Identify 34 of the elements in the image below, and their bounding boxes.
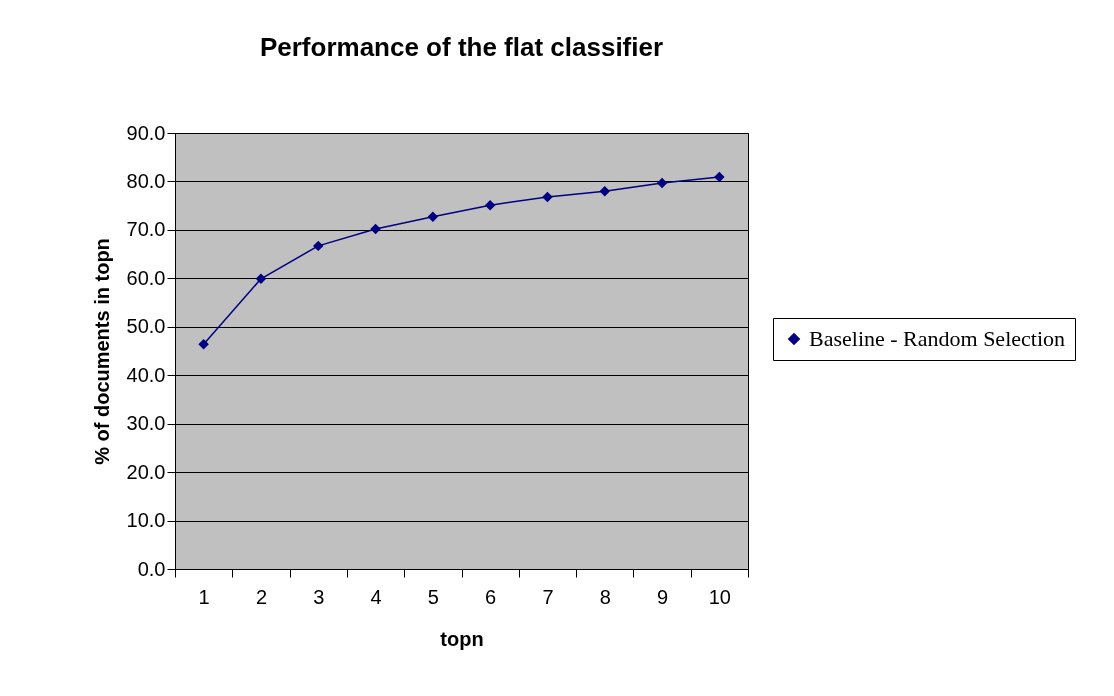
x-tick-label: 4	[370, 585, 382, 608]
y-tick-label: 70.0	[126, 218, 166, 241]
x-axis-title: topn	[440, 627, 484, 650]
y-tick-label: 90.0	[126, 121, 166, 144]
x-tick-label: 3	[313, 585, 325, 608]
legend-label: Baseline - Random Selection	[809, 326, 1065, 351]
x-tick-label: 7	[542, 585, 554, 608]
x-tick-label: 2	[255, 585, 268, 608]
y-tick-label: 60.0	[126, 266, 166, 289]
y-tick-label: 40.0	[126, 363, 166, 386]
point	[599, 185, 610, 197]
x-tick-label: 5	[427, 585, 439, 608]
y-tick-label: 0.0	[137, 557, 166, 580]
x-tick-label: 6	[485, 585, 497, 608]
chart-title: Performance of the flat classifier	[259, 32, 664, 62]
x-tick-label: 8	[599, 585, 611, 608]
point	[542, 191, 553, 203]
point	[484, 199, 496, 211]
y-axis-title: % of documents in topn	[90, 238, 113, 465]
point	[255, 273, 267, 285]
point	[313, 240, 324, 252]
x-tick-label: 10	[708, 585, 731, 608]
x-tick-label: 9	[656, 585, 669, 608]
y-tick-label: 10.0	[126, 509, 166, 532]
point	[656, 177, 668, 189]
y-tick-label: 20.0	[126, 460, 166, 483]
y-tick-label: 80.0	[126, 169, 166, 192]
point	[714, 171, 725, 183]
y-tick-label: 30.0	[126, 412, 166, 435]
point	[198, 338, 209, 350]
y-tick-label: 50.0	[126, 315, 166, 338]
x-tick-label: 1	[198, 585, 210, 608]
point	[370, 223, 381, 235]
point	[427, 211, 439, 223]
